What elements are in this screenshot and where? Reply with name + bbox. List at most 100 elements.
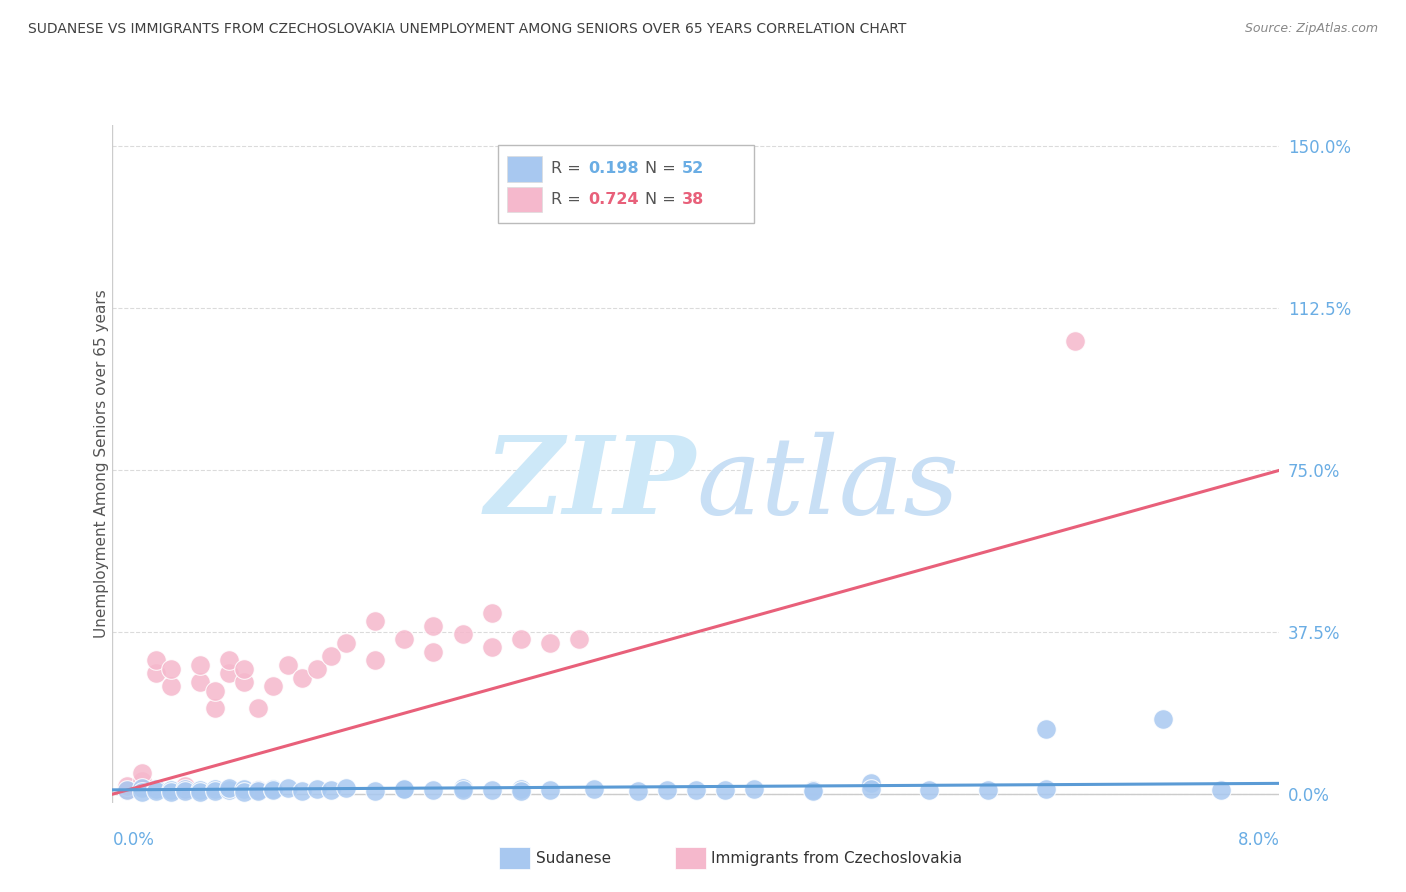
Point (364, 653, 387, 667)
Text: Source: ZipAtlas.com: Source: ZipAtlas.com (1244, 22, 1378, 36)
Point (538, 782, 561, 797)
Point (305, 662, 328, 676)
Point (262, 782, 284, 797)
Point (364, 783, 387, 797)
Point (174, 779, 197, 793)
Point (392, 782, 416, 797)
Point (188, 657, 211, 672)
Point (335, 636, 357, 650)
Point (131, 780, 153, 795)
Point (742, 782, 765, 797)
Text: 38: 38 (682, 192, 704, 207)
Point (218, 666, 240, 681)
Point (131, 765, 153, 780)
Point (204, 683, 226, 698)
Point (276, 780, 298, 795)
Point (115, 782, 138, 797)
Point (568, 632, 591, 646)
Point (655, 782, 678, 797)
Point (204, 782, 226, 797)
Point (859, 782, 883, 797)
Point (188, 785, 211, 799)
Point (276, 657, 298, 672)
Point (1152, 712, 1174, 726)
Point (364, 615, 387, 629)
Point (218, 782, 240, 797)
Point (509, 782, 531, 797)
Point (262, 679, 284, 693)
Point (247, 782, 270, 797)
Point (859, 776, 883, 790)
Point (509, 783, 531, 797)
Point (145, 653, 167, 667)
Bar (675, 847, 706, 869)
Point (481, 606, 503, 620)
Point (232, 674, 254, 689)
Point (291, 783, 314, 797)
Point (218, 780, 240, 795)
Y-axis label: Unemployment Among Seniors over 65 years: Unemployment Among Seniors over 65 years (94, 290, 108, 638)
FancyBboxPatch shape (508, 186, 541, 212)
Point (801, 782, 824, 797)
Point (392, 782, 416, 797)
Point (188, 674, 211, 689)
Point (685, 782, 707, 797)
Text: 0.0%: 0.0% (112, 830, 155, 849)
Text: 0.724: 0.724 (589, 192, 640, 207)
Bar (499, 847, 530, 869)
Point (291, 671, 314, 685)
Point (451, 627, 474, 641)
Point (160, 784, 183, 798)
Point (160, 662, 183, 676)
Point (1209, 782, 1232, 797)
Point (145, 782, 167, 797)
Text: 52: 52 (682, 161, 704, 177)
Point (247, 701, 270, 715)
Point (305, 782, 328, 797)
Point (115, 779, 138, 793)
Point (247, 783, 270, 797)
Point (145, 666, 167, 681)
Point (626, 783, 648, 797)
Point (582, 782, 605, 797)
Point (232, 662, 254, 676)
Point (481, 640, 503, 655)
Point (481, 782, 503, 797)
Point (131, 774, 153, 789)
Point (1064, 334, 1087, 348)
Point (422, 619, 444, 633)
Point (188, 782, 211, 797)
Point (976, 782, 998, 797)
Point (538, 636, 561, 650)
Point (115, 782, 138, 797)
Point (232, 782, 254, 797)
Text: R =: R = (551, 161, 586, 177)
Text: R =: R = (551, 192, 586, 207)
Text: N =: N = (644, 161, 681, 177)
Point (131, 785, 153, 799)
Point (218, 653, 240, 667)
Point (174, 782, 197, 797)
Point (451, 780, 474, 795)
FancyBboxPatch shape (498, 145, 754, 223)
Point (1035, 723, 1057, 737)
Text: ZIP: ZIP (485, 431, 696, 537)
Point (321, 782, 343, 797)
Point (174, 783, 197, 797)
FancyBboxPatch shape (508, 156, 541, 182)
Point (451, 782, 474, 797)
Point (335, 780, 357, 795)
Point (1035, 782, 1057, 797)
Point (232, 785, 254, 799)
Point (247, 782, 270, 797)
Point (321, 648, 343, 663)
Point (160, 679, 183, 693)
Text: Sudanese: Sudanese (536, 851, 610, 865)
Text: 0.198: 0.198 (589, 161, 640, 177)
Text: atlas: atlas (696, 432, 959, 537)
Text: Immigrants from Czechoslovakia: Immigrants from Czechoslovakia (711, 851, 963, 865)
Point (204, 783, 226, 797)
Point (145, 783, 167, 797)
Point (918, 782, 941, 797)
Point (160, 782, 183, 797)
